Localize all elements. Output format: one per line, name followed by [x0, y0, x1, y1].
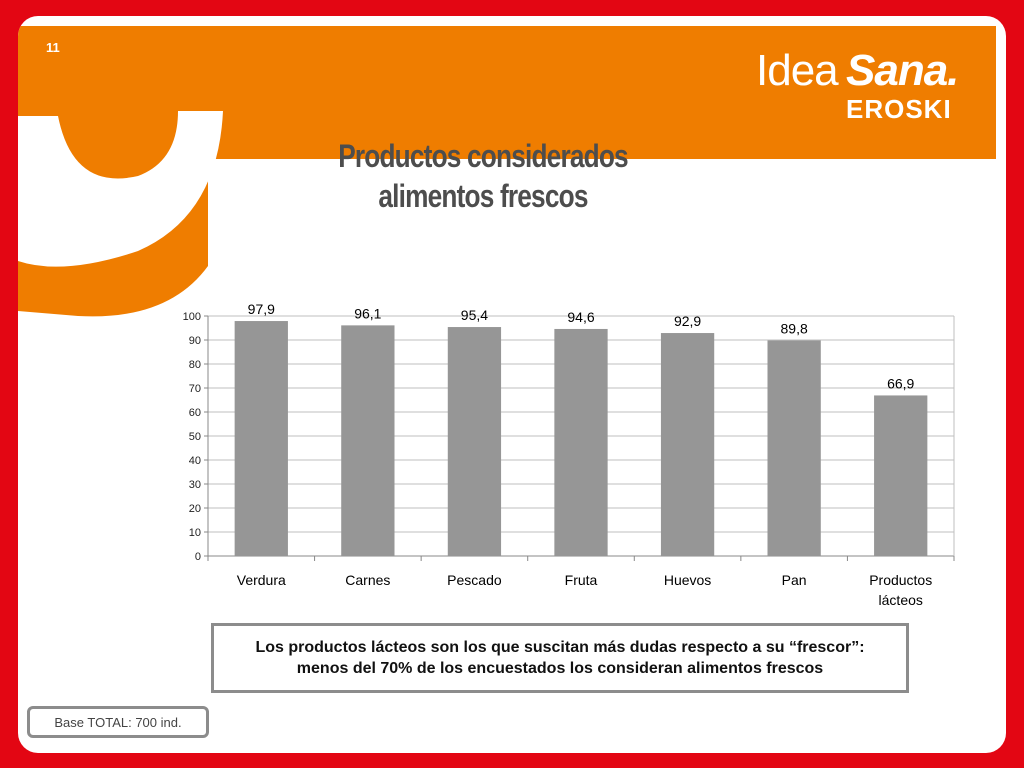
category-label: Pescado	[447, 572, 502, 588]
bar	[234, 321, 288, 556]
logo-sana-text: Sana.	[846, 46, 959, 95]
data-label: 97,9	[248, 301, 275, 317]
title-line-2: alimentos frescos	[378, 178, 588, 214]
y-tick-label: 10	[189, 527, 201, 539]
ideasana-eroski-logo: Idea Sana. EROSKI	[756, 46, 981, 126]
bar	[447, 327, 502, 556]
category-label: Verdura	[237, 572, 286, 588]
bar	[767, 340, 821, 556]
y-tick-label: 20	[189, 503, 201, 515]
y-tick-label: 0	[195, 551, 201, 563]
bar	[660, 333, 715, 556]
logo-eroski-text: EROSKI	[846, 94, 952, 124]
bar	[341, 325, 395, 556]
data-label: 96,1	[354, 305, 381, 321]
y-tick-label: 70	[189, 383, 201, 395]
y-tick-label: 30	[189, 479, 201, 491]
category-label: Huevos	[664, 572, 711, 588]
data-label: 66,9	[887, 375, 914, 391]
category-label: Productos lácteos	[869, 572, 932, 608]
slide: 11 Idea Sana. EROSKI Productos considera…	[18, 16, 1006, 753]
data-label: 95,4	[461, 307, 488, 323]
base-box: Base TOTAL: 700 ind.	[27, 706, 209, 738]
bar	[554, 328, 608, 556]
slide-number: 11	[46, 40, 60, 55]
category-label: Fruta	[565, 572, 598, 588]
title-line-1: Productos considerados	[338, 138, 628, 174]
data-label: 89,8	[781, 320, 808, 336]
category-label: Carnes	[345, 572, 390, 588]
y-tick-label: 80	[189, 359, 201, 371]
y-tick-label: 90	[189, 335, 201, 347]
category-label: Pan	[782, 572, 807, 588]
y-tick-label: 100	[183, 311, 201, 323]
bar	[874, 395, 928, 556]
data-label: 94,6	[567, 309, 594, 325]
note-text: Los productos lácteos son los que suscit…	[255, 639, 865, 677]
white-swirl	[18, 111, 223, 267]
y-tick-label: 60	[189, 407, 201, 419]
page-title: Productos considerados alimentos frescos	[299, 136, 668, 216]
bar-chart: 0 10 20 30 40 50 60 70 80 90 100 97,9 Verdura 96,1 Car…	[183, 301, 955, 608]
logo-idea-text: Idea	[756, 46, 839, 95]
note-box: Los productos lácteos son los que suscit…	[211, 623, 909, 693]
orange-header-band	[18, 26, 996, 317]
y-tick-label: 40	[189, 455, 201, 467]
data-label: 92,9	[674, 313, 701, 329]
y-tick-label: 50	[189, 431, 201, 443]
orange-decor	[18, 26, 996, 317]
base-text: Base TOTAL: 700 ind.	[54, 714, 182, 730]
